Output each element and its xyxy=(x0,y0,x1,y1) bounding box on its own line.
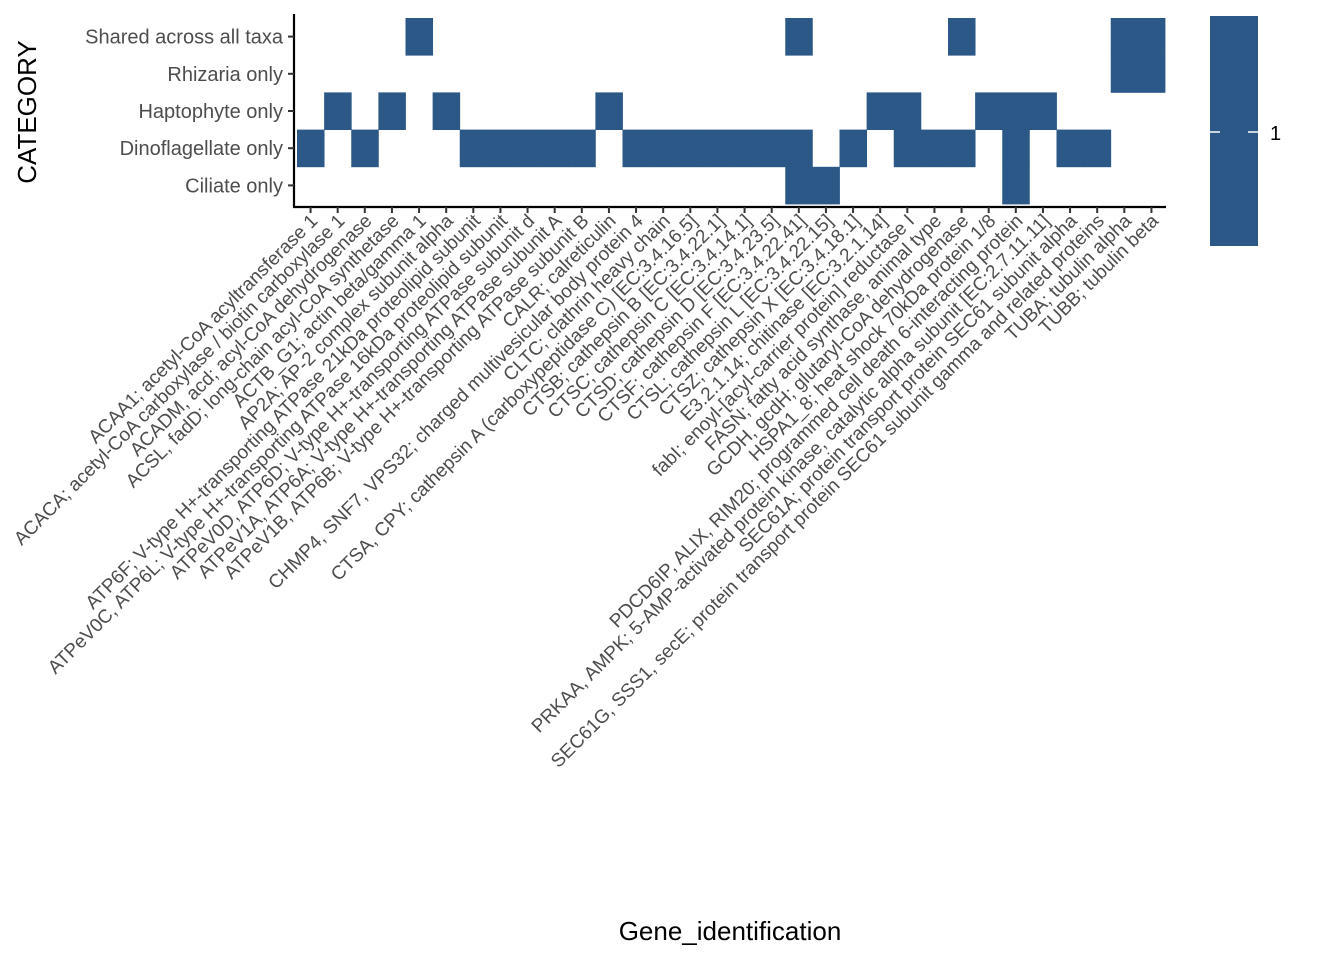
heatmap-cell xyxy=(785,166,813,205)
heatmap-cell xyxy=(758,129,786,168)
heatmap-cell xyxy=(920,129,949,168)
heatmap-cell xyxy=(975,92,1003,130)
heatmap-cell xyxy=(1110,18,1139,56)
heatmap-cell xyxy=(1110,55,1139,93)
heatmap-cell xyxy=(731,129,759,168)
heatmap-cell xyxy=(676,129,705,168)
heatmap-cell xyxy=(514,129,542,168)
heatmap-cell xyxy=(893,92,922,130)
heatmap-cell xyxy=(622,129,651,168)
heatmap-cell xyxy=(785,18,813,56)
y-axis-title: CATEGORY xyxy=(12,40,42,184)
heatmap-cell xyxy=(812,166,840,205)
y-tick-label: Dinoflagellate only xyxy=(120,138,283,160)
heatmap-cell xyxy=(866,92,895,130)
heatmap-cell xyxy=(1002,166,1030,205)
heatmap-cell xyxy=(324,92,352,130)
heatmap-cell xyxy=(432,92,461,130)
y-tick-label: Rhizaria only xyxy=(167,64,283,86)
y-tick-label: Ciliate only xyxy=(185,175,283,197)
heatmap-cell xyxy=(405,18,434,56)
heatmap-cell xyxy=(649,129,678,168)
heatmap-cell xyxy=(703,129,732,168)
y-tick-labels: Shared across all taxa Rhizaria only Hapto… xyxy=(85,27,294,197)
legend-colorbar xyxy=(1210,16,1258,246)
heatmap-cell xyxy=(948,18,976,56)
heatmap-cell xyxy=(1137,18,1166,56)
heatmap-cell xyxy=(1083,129,1112,168)
heatmap-cell xyxy=(1002,129,1030,168)
heatmap-cell xyxy=(1002,92,1030,130)
heatmap-cell xyxy=(785,129,813,168)
heatmap-cell xyxy=(595,92,623,130)
heatmap-cell xyxy=(486,129,515,168)
cells-layer xyxy=(297,18,1166,205)
legend-label: 1 xyxy=(1270,123,1281,145)
heatmap-cell xyxy=(893,129,922,168)
legend: 1 xyxy=(1210,16,1281,246)
y-tick-label: Haptophyte only xyxy=(138,101,283,123)
heatmap-cell xyxy=(351,129,379,168)
heatmap-cell xyxy=(378,92,406,130)
heatmap-cell xyxy=(459,129,488,168)
heatmap-cell xyxy=(297,129,325,168)
heatmap-cell xyxy=(839,129,868,168)
x-tick-labels: ACAA1; acetyl-CoA acyltransferase 1ACACA… xyxy=(10,207,1163,772)
y-tick-label: Shared across all taxa xyxy=(85,27,284,49)
heatmap-cell xyxy=(541,129,569,168)
heatmap-cell xyxy=(1029,92,1057,130)
heatmap-cell xyxy=(1137,55,1166,93)
x-axis-title: Gene_identification xyxy=(619,916,842,946)
heatmap-cell xyxy=(948,129,976,168)
heatmap-cell xyxy=(568,129,596,168)
heatmap-cell xyxy=(1056,129,1085,168)
